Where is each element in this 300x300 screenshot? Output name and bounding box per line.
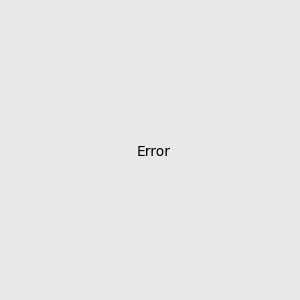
- Text: Error: Error: [137, 145, 171, 158]
